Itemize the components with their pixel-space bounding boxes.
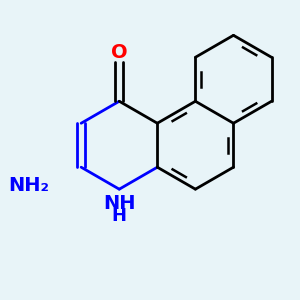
- Text: NH₂: NH₂: [8, 176, 49, 195]
- Text: H: H: [112, 207, 127, 225]
- Text: NH: NH: [103, 194, 136, 213]
- Text: O: O: [111, 43, 128, 62]
